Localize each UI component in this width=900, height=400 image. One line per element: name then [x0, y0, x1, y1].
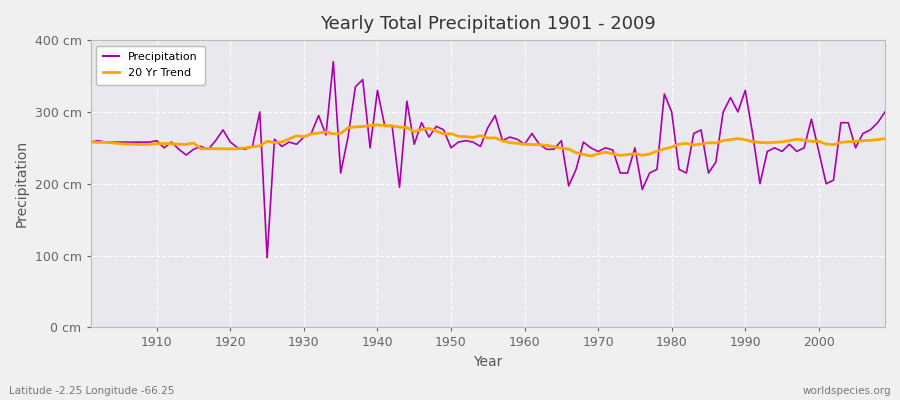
X-axis label: Year: Year: [473, 355, 502, 369]
Legend: Precipitation, 20 Yr Trend: Precipitation, 20 Yr Trend: [96, 46, 205, 84]
Title: Yearly Total Precipitation 1901 - 2009: Yearly Total Precipitation 1901 - 2009: [320, 15, 656, 33]
Text: worldspecies.org: worldspecies.org: [803, 386, 891, 396]
Text: Latitude -2.25 Longitude -66.25: Latitude -2.25 Longitude -66.25: [9, 386, 175, 396]
Y-axis label: Precipitation: Precipitation: [15, 140, 29, 227]
